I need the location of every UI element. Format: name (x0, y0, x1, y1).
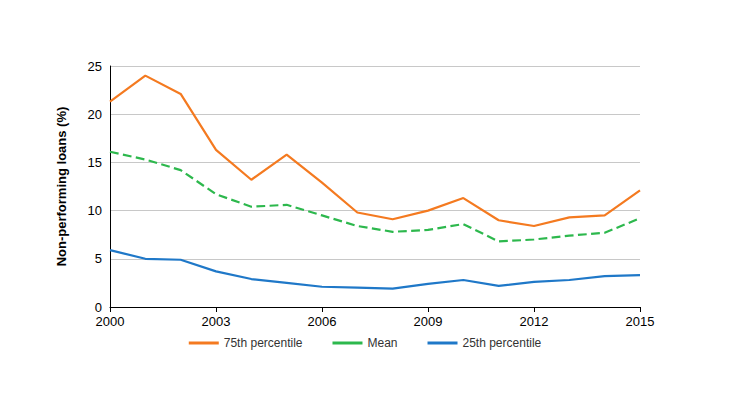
svg-text:2006: 2006 (308, 314, 337, 329)
svg-text:20: 20 (88, 107, 102, 122)
svg-text:5: 5 (95, 251, 102, 266)
svg-text:10: 10 (88, 203, 102, 218)
svg-text:75th percentile: 75th percentile (224, 336, 303, 350)
svg-text:2000: 2000 (96, 314, 125, 329)
svg-text:2003: 2003 (202, 314, 231, 329)
svg-text:25th percentile: 25th percentile (463, 336, 542, 350)
svg-text:25: 25 (88, 59, 102, 74)
svg-text:2009: 2009 (414, 314, 443, 329)
svg-text:Mean: Mean (367, 336, 397, 350)
svg-text:2015: 2015 (626, 314, 655, 329)
svg-text:15: 15 (88, 155, 102, 170)
svg-text:2012: 2012 (520, 314, 549, 329)
svg-text:0: 0 (95, 300, 102, 315)
svg-text:Non-performing loans (%): Non-performing loans (%) (54, 107, 69, 267)
